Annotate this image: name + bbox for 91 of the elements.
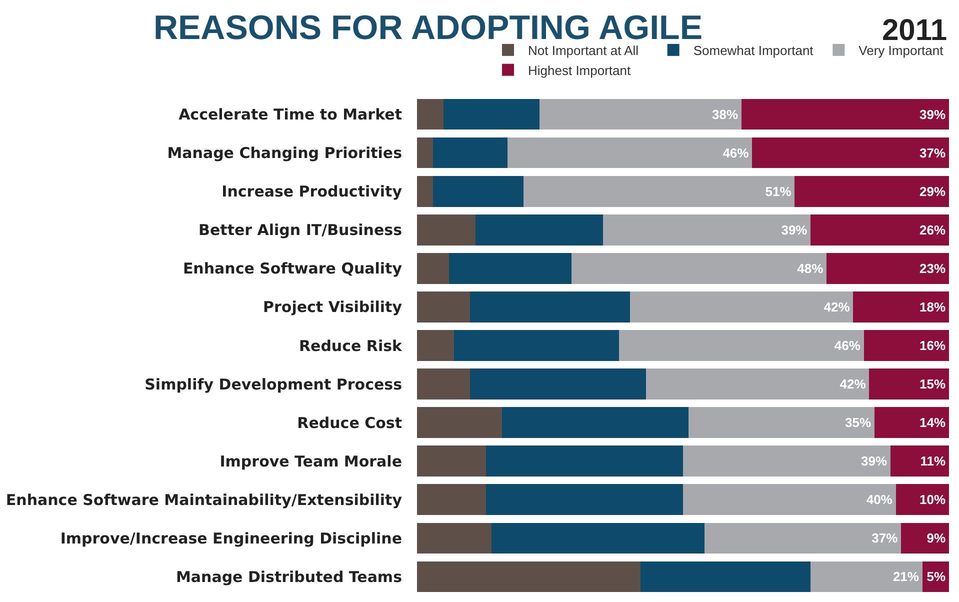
- bar: [640, 561, 811, 592]
- data-label: 42%: [824, 299, 850, 314]
- bar: [646, 368, 870, 400]
- bar: [470, 368, 646, 400]
- bar: [523, 176, 795, 207]
- bar: [896, 484, 949, 516]
- bar: [417, 98, 444, 130]
- y-tick-label: Project Visibility: [263, 298, 402, 316]
- bar: [810, 561, 922, 592]
- bar: [417, 561, 640, 592]
- bar: [890, 446, 949, 477]
- data-label: 18%: [920, 299, 946, 314]
- y-tick-label: Enhance Software Maintainability/Extensibility: [6, 490, 402, 509]
- data-label: 16%: [920, 338, 946, 353]
- y-tick-label: Increase Productivity: [222, 182, 402, 201]
- bar: [752, 137, 949, 168]
- data-label: 40%: [866, 492, 893, 508]
- data-label: 10%: [920, 492, 946, 508]
- bar: [432, 176, 524, 207]
- bar: [417, 522, 492, 554]
- bar: [901, 522, 949, 554]
- bar: [417, 176, 433, 207]
- bar: [448, 253, 572, 284]
- bar: [417, 214, 476, 246]
- bar: [417, 368, 470, 400]
- data-label: 14%: [920, 415, 946, 430]
- y-tick-label: Manage Changing Priorities: [167, 144, 402, 162]
- data-label: 42%: [840, 376, 866, 392]
- data-label: 11%: [920, 454, 946, 469]
- bar: [869, 368, 949, 400]
- bar: [502, 407, 688, 438]
- bar: [417, 407, 502, 438]
- data-label: 26%: [920, 222, 946, 238]
- bar: [417, 446, 486, 477]
- bar: [507, 137, 752, 168]
- data-label: 5%: [926, 569, 946, 584]
- bar: [683, 484, 896, 516]
- data-label: 21%: [892, 569, 920, 584]
- bar: [417, 292, 470, 322]
- data-label: 51%: [765, 184, 792, 199]
- bar: [417, 330, 454, 361]
- data-label: 39%: [920, 106, 946, 122]
- data-label: 38%: [712, 106, 739, 122]
- bar: [454, 330, 620, 361]
- y-tick-label: Improve/Increase Engineering Discipline: [60, 529, 402, 548]
- data-label: 35%: [845, 415, 872, 430]
- y-tick-label: Better Align IT/Business: [198, 221, 402, 240]
- bar: [683, 446, 890, 477]
- bar: [874, 407, 949, 438]
- data-label: 29%: [920, 184, 946, 199]
- bar: [688, 407, 875, 438]
- bar: [491, 522, 704, 554]
- bar: [630, 292, 854, 322]
- bar: [619, 330, 864, 361]
- bar: [486, 484, 683, 516]
- y-tick-label: Reduce Cost: [297, 414, 402, 432]
- bar: [417, 484, 486, 516]
- data-label: 46%: [834, 338, 861, 353]
- bar: [603, 214, 811, 246]
- data-label: 37%: [920, 145, 946, 160]
- bar: [742, 98, 949, 130]
- y-tick-label: Accelerate Time to Market: [178, 106, 402, 124]
- bar: [444, 98, 540, 130]
- data-label: 15%: [920, 376, 946, 392]
- bar: [864, 330, 949, 361]
- bar: [476, 214, 604, 246]
- bar: [704, 522, 902, 554]
- data-label: 37%: [872, 530, 898, 546]
- y-tick-label: Manage Distributed Teams: [176, 568, 402, 586]
- bar: [432, 137, 508, 168]
- bar: [486, 446, 683, 477]
- data-label: 9%: [926, 530, 946, 546]
- bar: [470, 292, 630, 322]
- y-tick-label: Simplify Development Process: [144, 375, 402, 394]
- data-label: 39%: [781, 222, 808, 238]
- bar: [417, 137, 433, 168]
- bar: [417, 253, 449, 284]
- legend-label: Highest Important: [528, 62, 631, 78]
- bar: [539, 98, 742, 130]
- bar: [810, 214, 949, 246]
- bar: [853, 292, 949, 322]
- bar: [794, 176, 949, 207]
- y-tick-label: Enhance Software Quality: [182, 260, 402, 278]
- data-label: 48%: [797, 260, 824, 276]
- bar: [571, 253, 827, 284]
- data-label: 23%: [920, 260, 946, 276]
- bar: [826, 253, 949, 284]
- y-tick-label: Reduce Risk: [298, 336, 404, 355]
- data-label: 39%: [861, 454, 888, 469]
- data-label: 46%: [722, 145, 750, 160]
- y-tick-label: Improve Team Morale: [220, 452, 402, 470]
